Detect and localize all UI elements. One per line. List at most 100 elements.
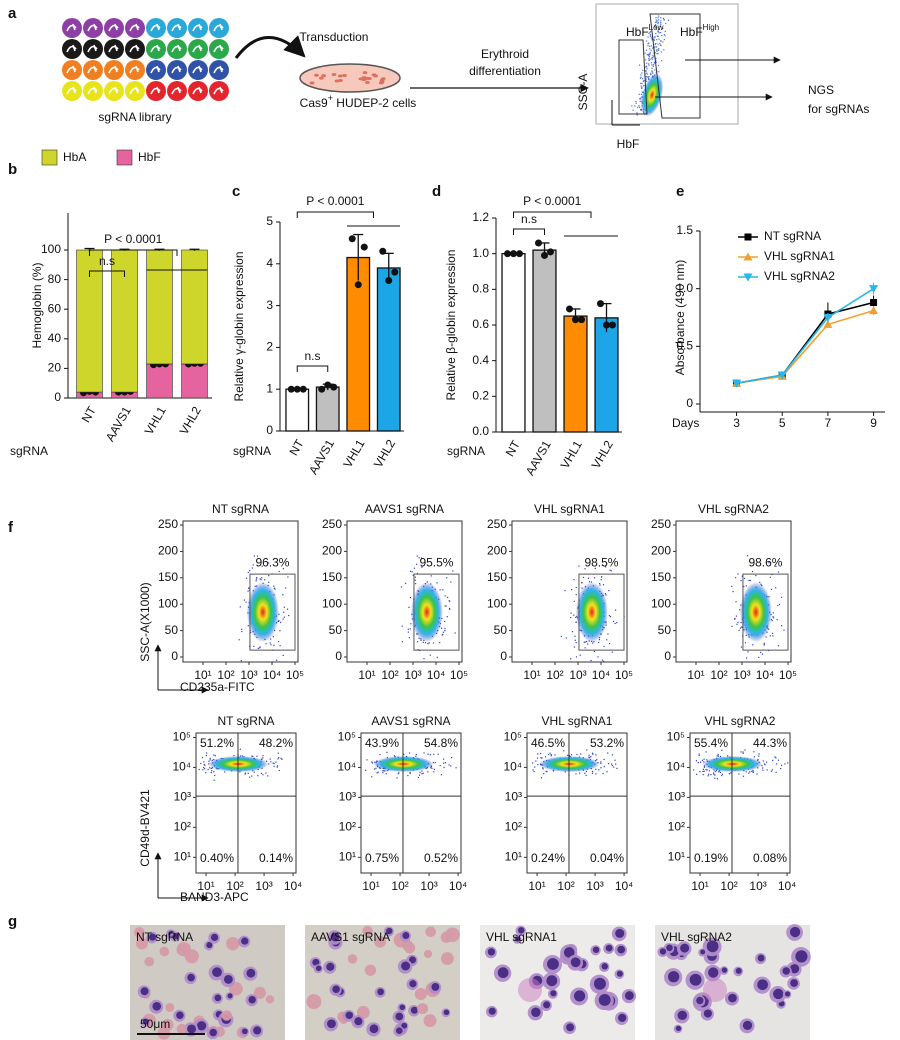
event-dot (701, 759, 703, 761)
event-dot (705, 769, 707, 771)
event-dot (416, 563, 418, 565)
annotation: P < 0.0001 (306, 194, 364, 208)
event-dot (282, 567, 285, 570)
nucleus (546, 975, 558, 987)
facs-dot (656, 35, 658, 37)
library-well (83, 18, 103, 38)
plot-title: VHL sgRNA2 (698, 502, 769, 516)
event-dot (719, 771, 722, 773)
facs-dot (651, 70, 653, 72)
event-dot (397, 773, 399, 775)
event-dot (401, 641, 403, 643)
y-axis-label: Relative β-globin expression (444, 250, 458, 401)
event-dot (770, 618, 773, 621)
facs-dot (639, 97, 641, 100)
library-well (104, 39, 124, 59)
event-dot (769, 635, 771, 637)
replicate-point (360, 243, 368, 251)
quadrant-percent: 0.40% (200, 851, 234, 865)
event-dot (581, 582, 583, 584)
facs-dot (653, 38, 655, 40)
y-tick-label: 4 (266, 256, 273, 270)
nucleus (241, 937, 249, 945)
facs-dot (647, 53, 649, 55)
event-dot (575, 621, 577, 623)
nucleus (677, 1010, 688, 1021)
replicate-point (516, 250, 523, 258)
event-dot (595, 773, 597, 775)
x-tick-label: 10³ (420, 879, 437, 893)
facs-dot (640, 82, 642, 84)
x-tick-label: 9 (870, 416, 877, 430)
facs-dot (655, 16, 657, 19)
event-dot (603, 645, 605, 648)
event-dot (761, 765, 763, 767)
facs-dot (648, 64, 650, 66)
event-dot (416, 572, 419, 575)
event-dot (696, 773, 698, 775)
event-dot (255, 580, 257, 582)
y-tick-label: 10⁵ (504, 730, 522, 744)
event-dot (544, 756, 547, 758)
event-dot (256, 576, 258, 579)
event-dot (247, 590, 249, 592)
bar-segment (181, 249, 208, 365)
event-dot (275, 761, 277, 763)
quadrant-percent: 54.8% (424, 736, 458, 750)
x-tick-label: VHL2 (371, 437, 398, 470)
cell-dot (337, 74, 343, 78)
event-dot (207, 768, 209, 771)
event-dot (757, 758, 759, 761)
nucleus (172, 932, 179, 940)
event-dot (751, 570, 754, 573)
event-dot (599, 584, 601, 586)
event-density (575, 582, 608, 643)
event-dot (777, 759, 779, 761)
event-dot (239, 606, 241, 608)
event-dot (413, 567, 416, 569)
library-well (62, 39, 82, 59)
event-dot (384, 770, 386, 772)
event-dot (418, 774, 421, 776)
cell-dot (338, 78, 343, 82)
event-dot (589, 756, 591, 759)
nucleus (666, 944, 673, 952)
x-tick-label: 10³ (404, 668, 421, 682)
event-dot (434, 761, 436, 764)
event-dot (549, 752, 551, 754)
facs-dot (644, 52, 646, 54)
event-dot (439, 764, 441, 767)
event-dot (778, 603, 781, 606)
event-dot (743, 585, 745, 588)
x-tick-label: NT (79, 404, 99, 425)
event-dot (418, 557, 420, 559)
event-dot (774, 756, 776, 758)
event-dot (708, 770, 711, 772)
facs-dot (645, 70, 647, 72)
event-dot (732, 590, 734, 593)
event-dot (251, 755, 253, 757)
x-axis-label: CD235a-FITC (180, 680, 255, 694)
marker (869, 306, 879, 315)
gate (249, 573, 296, 651)
cell (253, 986, 266, 999)
library-well (209, 18, 229, 38)
y-tick-label: 200 (487, 544, 507, 558)
nucleus (140, 987, 149, 996)
event-dot (439, 642, 441, 644)
event-dot (702, 768, 704, 770)
event-dot (591, 772, 594, 774)
cell (176, 944, 188, 956)
event-dot (245, 577, 248, 579)
event-dot (745, 585, 747, 587)
event-dot (423, 752, 425, 754)
replicate-point (385, 277, 393, 285)
event-dot (735, 577, 737, 579)
replicate-point (330, 383, 338, 391)
cell (425, 926, 436, 938)
y-tick-label: 10⁵ (173, 730, 191, 744)
event-dot (573, 614, 575, 616)
nucleus (784, 991, 791, 997)
x-tick-label: 10² (557, 879, 574, 893)
event-dot (396, 777, 398, 779)
